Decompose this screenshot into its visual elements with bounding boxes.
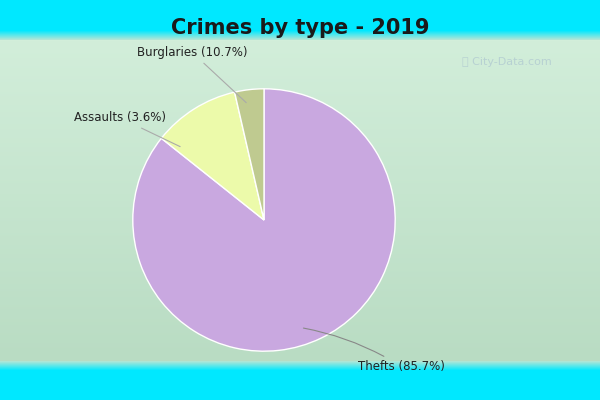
Text: Thefts (85.7%): Thefts (85.7%)	[304, 328, 445, 374]
Wedge shape	[161, 92, 264, 220]
Text: Assaults (3.6%): Assaults (3.6%)	[74, 111, 180, 147]
Wedge shape	[235, 89, 264, 220]
Text: Burglaries (10.7%): Burglaries (10.7%)	[137, 46, 247, 103]
Text: Crimes by type - 2019: Crimes by type - 2019	[171, 18, 429, 38]
Text: ⓘ City-Data.com: ⓘ City-Data.com	[462, 57, 552, 67]
Wedge shape	[133, 89, 395, 351]
